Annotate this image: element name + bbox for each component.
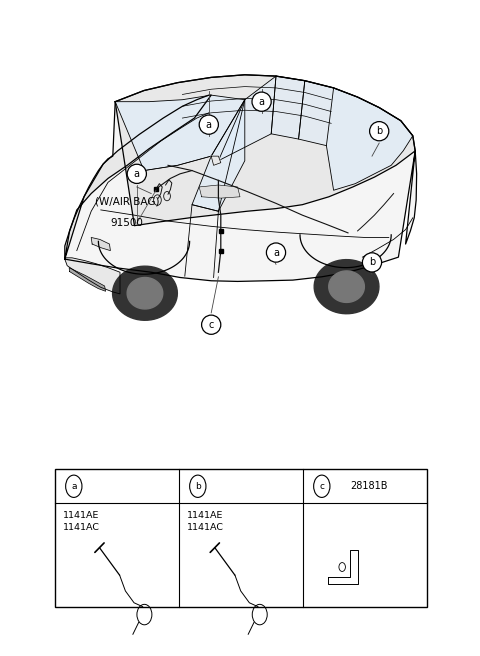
Polygon shape <box>328 550 358 584</box>
Polygon shape <box>329 271 364 302</box>
Polygon shape <box>326 88 413 190</box>
Polygon shape <box>127 277 163 309</box>
Text: 1141AE
1141AC: 1141AE 1141AC <box>187 511 224 532</box>
Polygon shape <box>199 185 240 198</box>
Text: a: a <box>273 247 279 258</box>
Text: 28181B: 28181B <box>350 482 388 491</box>
Ellipse shape <box>370 121 389 141</box>
Text: b: b <box>376 126 383 136</box>
Circle shape <box>190 475 206 497</box>
Ellipse shape <box>266 243 286 262</box>
Text: b: b <box>195 482 201 491</box>
Circle shape <box>66 475 82 497</box>
Text: b: b <box>369 257 375 268</box>
Polygon shape <box>91 237 110 251</box>
Ellipse shape <box>199 115 218 134</box>
Text: c: c <box>319 482 324 491</box>
Circle shape <box>313 475 330 497</box>
Polygon shape <box>192 100 245 211</box>
Polygon shape <box>314 260 379 314</box>
Text: a: a <box>134 169 140 179</box>
Text: a: a <box>71 482 76 491</box>
Polygon shape <box>218 76 276 161</box>
Text: a: a <box>259 96 264 107</box>
Polygon shape <box>65 75 417 281</box>
Text: (W/AIR BAG): (W/AIR BAG) <box>95 197 159 207</box>
Polygon shape <box>271 76 305 139</box>
Ellipse shape <box>127 164 146 184</box>
Polygon shape <box>211 156 221 165</box>
Text: a: a <box>206 119 212 130</box>
Polygon shape <box>115 75 415 226</box>
Polygon shape <box>65 95 211 259</box>
Bar <box>55 469 427 607</box>
Text: c: c <box>208 319 214 330</box>
Ellipse shape <box>252 92 271 112</box>
Ellipse shape <box>362 253 382 272</box>
Polygon shape <box>115 95 245 171</box>
Polygon shape <box>69 268 106 291</box>
Polygon shape <box>65 258 120 294</box>
Text: 91500: 91500 <box>111 218 144 228</box>
Ellipse shape <box>202 315 221 335</box>
Polygon shape <box>113 266 177 320</box>
Polygon shape <box>299 81 334 146</box>
Text: 1141AE
1141AC: 1141AE 1141AC <box>63 511 100 532</box>
